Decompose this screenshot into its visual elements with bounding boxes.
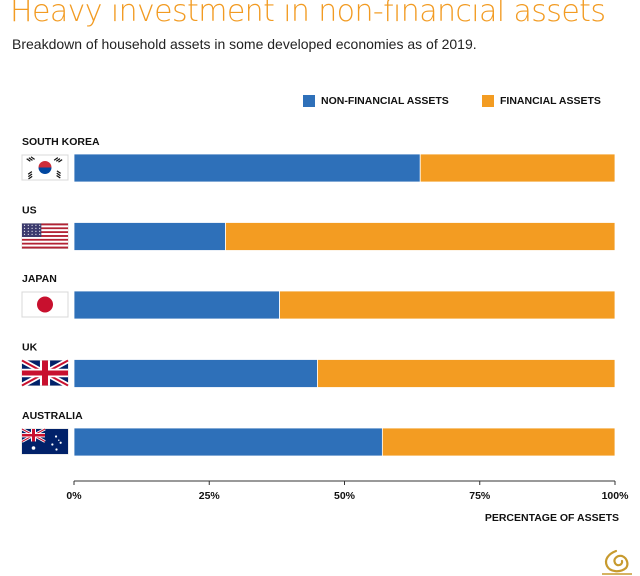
- category-label-japan: JAPAN: [22, 273, 57, 285]
- bar-uk-financial: [317, 359, 616, 388]
- bar-south-korea-financial: [419, 153, 616, 183]
- bar-australia-financial: [381, 427, 616, 457]
- legend-swatch-non-financial: [303, 95, 315, 107]
- legend-label-financial: FINANCIAL ASSETS: [500, 95, 601, 107]
- uk-flag: [20, 358, 70, 388]
- bar-us-non-financial: [73, 222, 226, 251]
- category-label-uk: UK: [22, 342, 38, 354]
- x-tick-label: 25%: [199, 490, 221, 502]
- bar-australia-non-financial: [73, 427, 383, 457]
- bar-south-korea-non-financial: [73, 153, 421, 183]
- legend-swatch-financial: [482, 95, 494, 107]
- chart-title: Heavy investment in non-financial assets: [10, 0, 606, 29]
- x-tick-label: 50%: [334, 490, 356, 502]
- chart-subtitle: Breakdown of household assets in some de…: [12, 36, 477, 52]
- bar-japan-non-financial: [73, 290, 280, 320]
- japan-flag: [21, 291, 69, 318]
- south-korea-flag: [21, 154, 69, 181]
- x-tick-label: 100%: [602, 490, 630, 502]
- legend-item-financial: FINANCIAL ASSETS: [482, 95, 601, 107]
- category-label-south-korea: SOUTH KOREA: [22, 136, 100, 148]
- legend-label-non-financial: NON-FINANCIAL ASSETS: [321, 95, 449, 107]
- category-label-us: US: [22, 205, 37, 217]
- bar-us-financial: [225, 222, 616, 251]
- x-axis-title: PERCENTAGE OF ASSETS: [485, 512, 619, 524]
- category-label-australia: AUSTRALIA: [22, 410, 83, 422]
- x-tick-label: 75%: [469, 490, 491, 502]
- broadcaster-logo-icon: [602, 549, 632, 575]
- legend-item-non-financial: NON-FINANCIAL ASSETS: [303, 95, 449, 107]
- bar-uk-non-financial: [73, 359, 318, 388]
- x-tick-label: 0%: [66, 490, 82, 502]
- us-flag: [21, 223, 69, 249]
- australia-flag: [21, 427, 69, 455]
- bar-japan-financial: [279, 290, 616, 320]
